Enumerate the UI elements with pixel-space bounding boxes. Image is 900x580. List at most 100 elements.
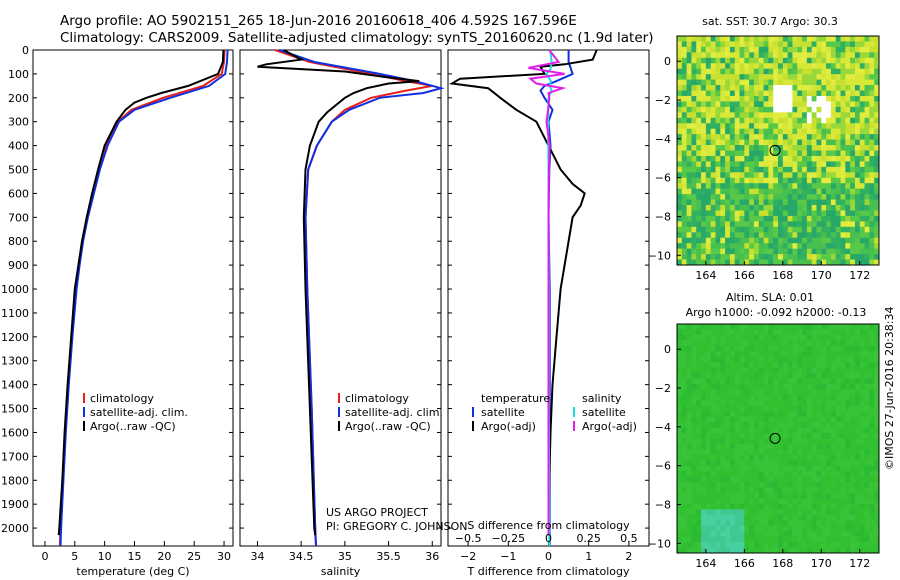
sla-map-cell	[715, 449, 721, 456]
sst-map-cell	[778, 221, 784, 228]
sst-map-cell	[773, 57, 779, 64]
sst-map-cell	[845, 205, 851, 211]
sst-map-cell	[792, 210, 798, 217]
sla-map-cell	[869, 345, 875, 352]
sla-map-cell	[859, 340, 866, 347]
sla-map-cell	[782, 471, 789, 478]
sst-map-cell	[874, 215, 880, 222]
sst-map-cell	[729, 95, 736, 102]
sla-map-cell	[835, 427, 842, 434]
sla-map-cell	[816, 351, 822, 358]
sla-map-cell	[840, 454, 846, 461]
sst-map-cell	[701, 172, 707, 179]
sla-map-cell	[763, 367, 769, 374]
sst-map-cell	[773, 117, 779, 124]
sla-map-cell	[729, 324, 736, 330]
sst-map-cell	[840, 101, 846, 108]
sst-map-cell	[840, 117, 846, 124]
sla-map-cell	[725, 536, 731, 543]
sst-map-cell	[686, 41, 692, 48]
sla-map-cell	[811, 329, 817, 336]
sst-map-cell	[677, 41, 683, 48]
sst-map-cell	[720, 155, 726, 162]
sst-map-cell	[763, 172, 769, 179]
sst-map-cell	[734, 41, 741, 48]
sst-map-cell	[696, 177, 702, 184]
sst-map-cell	[830, 41, 837, 48]
sst-map-cell	[787, 259, 793, 266]
sla-map-cell	[677, 471, 683, 478]
sst-map-cell	[705, 259, 712, 266]
sla-map-cell	[830, 449, 837, 456]
sst-map-cell	[806, 134, 813, 141]
sst-map-cell	[826, 215, 832, 222]
sla-map-cell	[696, 324, 702, 330]
sst-map-cell	[686, 90, 692, 97]
sla-map-cell	[787, 356, 793, 363]
sla-map-cell	[802, 525, 808, 532]
sst-map-cell	[816, 101, 822, 108]
sla-map-cell	[787, 334, 793, 341]
sla-map-cell	[802, 345, 808, 352]
sla-map-cell	[869, 531, 875, 538]
sla-map-cell	[715, 416, 721, 423]
sst-map-cell	[763, 117, 769, 124]
sst-map-cell	[792, 52, 798, 59]
sst-map-cell	[753, 134, 760, 141]
sla-map-cell	[792, 443, 798, 450]
sst-map-cell	[753, 139, 760, 146]
sst-map-cell	[773, 248, 779, 255]
sst-map-cell	[850, 237, 856, 244]
sla-map-cell	[854, 520, 861, 527]
sst-map-cell	[874, 205, 880, 211]
sla-map-cell	[874, 493, 880, 499]
sla-map-cell	[840, 367, 846, 374]
sla-map-cell	[874, 378, 880, 385]
sla-map-ytick-label-1: −2	[655, 382, 671, 395]
sla-map-cell	[710, 345, 716, 352]
sla-map-cell	[821, 367, 827, 374]
sst-map-cell	[725, 134, 731, 141]
sst-map-cell	[854, 123, 861, 130]
sla-map-cell	[749, 356, 755, 363]
sst-map-cell	[739, 117, 745, 124]
sst-map-cell	[739, 150, 745, 157]
sla-map-cell	[681, 340, 688, 347]
sst-map-cell	[715, 145, 721, 151]
sst-map-cell	[787, 188, 793, 195]
sst-map-cell	[816, 199, 822, 206]
sst-map-cell	[830, 46, 837, 53]
sla-map-cell	[768, 329, 774, 336]
sst-map-cell	[830, 221, 837, 228]
sst-map-cell	[734, 46, 741, 53]
sst-map-cell	[734, 210, 741, 217]
sla-map-cell	[816, 465, 822, 472]
sst-map-cell	[811, 172, 817, 179]
sla-map-cell	[826, 509, 832, 516]
sla-map-cell	[758, 531, 765, 538]
sla-map-cell	[869, 405, 875, 412]
sst-map-cell	[840, 41, 846, 48]
sst-map-cell	[859, 150, 866, 157]
sst-map-cell	[691, 210, 697, 217]
sla-map-cell	[869, 476, 875, 483]
sst-map-cell	[691, 123, 697, 130]
sst-map-cell	[710, 166, 716, 173]
sst-map-cell	[734, 248, 741, 255]
sst-map-cell	[778, 161, 784, 168]
sla-map-cell	[705, 520, 712, 527]
sst-map-cell	[869, 57, 875, 64]
sst-map-cell	[802, 210, 808, 217]
sst-map-cell	[787, 150, 793, 157]
sst-map-cell	[806, 117, 813, 124]
sla-map-cell	[753, 340, 760, 347]
sla-map-cell	[874, 443, 880, 450]
sla-map-cell	[821, 345, 827, 352]
sst-map-cell	[778, 237, 784, 244]
sst-map-cell	[725, 46, 731, 53]
sst-map-cell	[739, 90, 745, 97]
sst-map-cell	[821, 183, 827, 190]
sst-map-cell	[874, 63, 880, 70]
sla-map-cell	[677, 383, 683, 390]
sla-map-cell	[792, 340, 798, 347]
